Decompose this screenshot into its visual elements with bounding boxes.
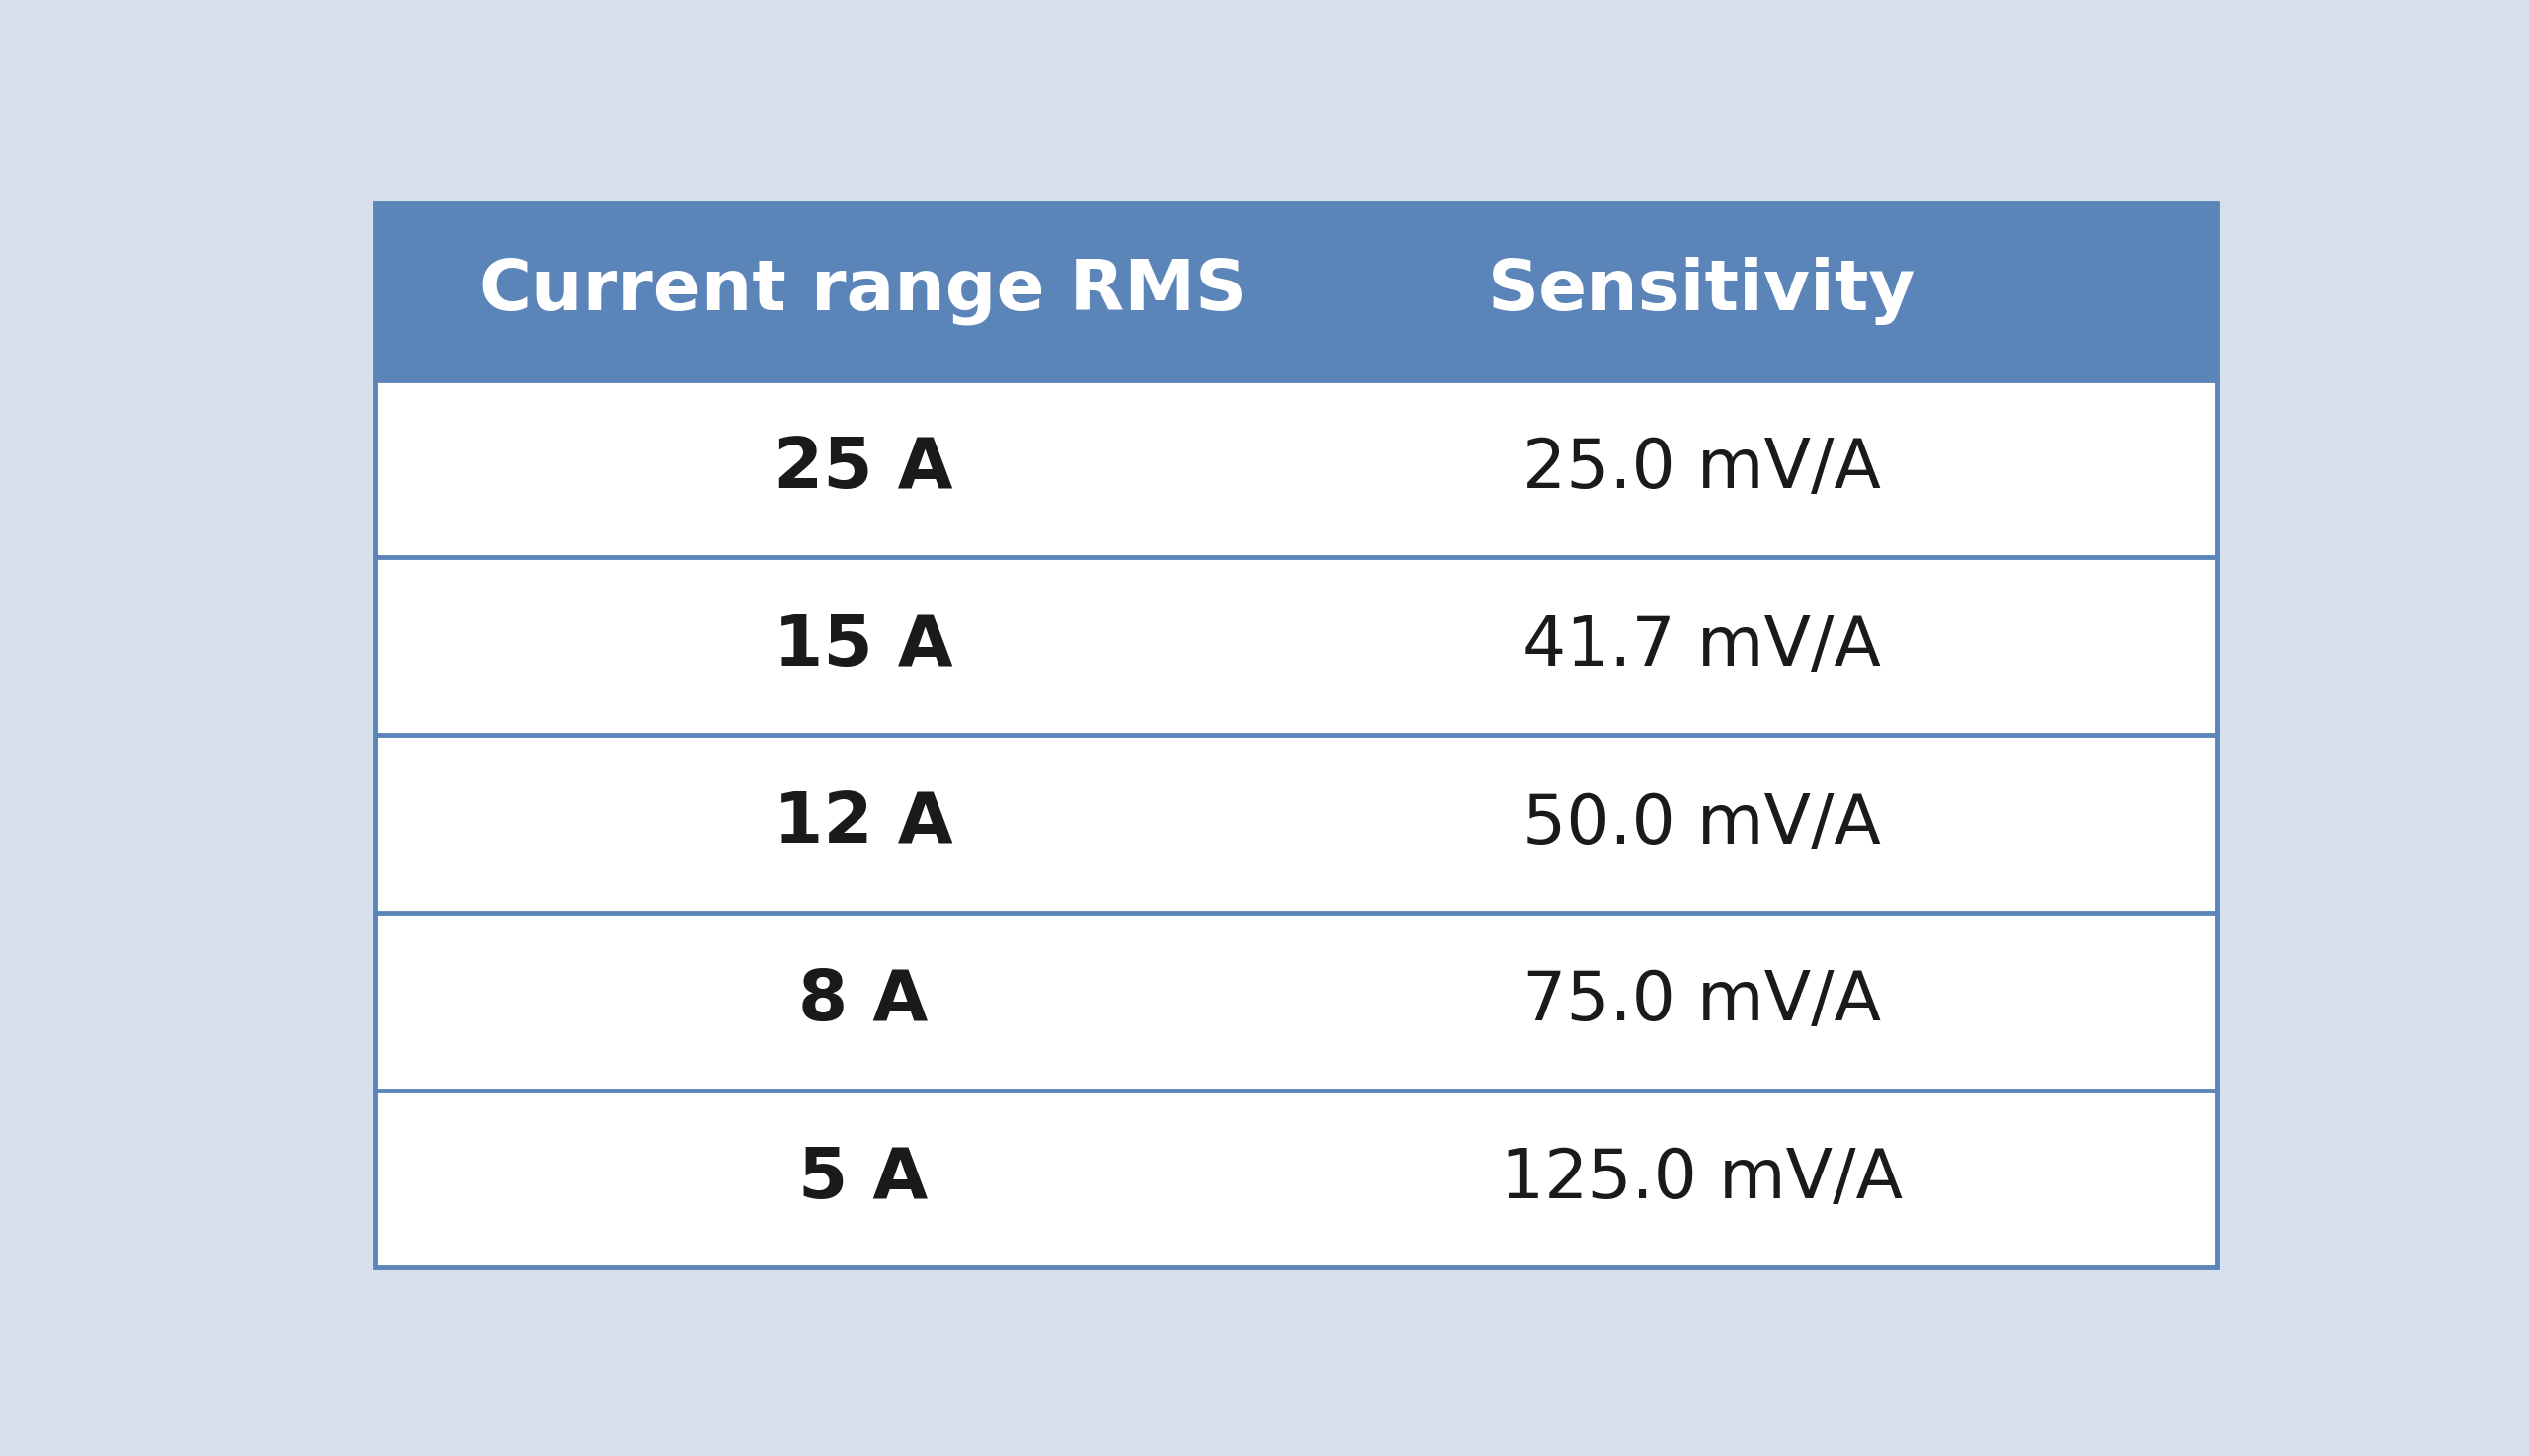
- FancyBboxPatch shape: [374, 558, 2218, 735]
- Text: 25 A: 25 A: [774, 434, 953, 502]
- Text: 41.7 mV/A: 41.7 mV/A: [1522, 613, 1882, 680]
- Text: 25.0 mV/A: 25.0 mV/A: [1522, 435, 1882, 502]
- FancyBboxPatch shape: [374, 913, 2218, 1091]
- Text: 15 A: 15 A: [774, 612, 953, 680]
- FancyBboxPatch shape: [374, 202, 2218, 380]
- Text: 50.0 mV/A: 50.0 mV/A: [1522, 791, 1882, 858]
- Text: 5 A: 5 A: [799, 1144, 928, 1213]
- Text: 12 A: 12 A: [774, 789, 953, 858]
- Text: 8 A: 8 A: [799, 967, 928, 1035]
- FancyBboxPatch shape: [316, 175, 2276, 1296]
- FancyBboxPatch shape: [374, 735, 2218, 913]
- Text: Sensitivity: Sensitivity: [1487, 258, 1914, 325]
- FancyBboxPatch shape: [374, 380, 2218, 558]
- Text: Current range RMS: Current range RMS: [478, 258, 1247, 325]
- Text: 125.0 mV/A: 125.0 mV/A: [1500, 1146, 1902, 1211]
- FancyBboxPatch shape: [374, 1091, 2218, 1268]
- Text: 75.0 mV/A: 75.0 mV/A: [1522, 968, 1882, 1035]
